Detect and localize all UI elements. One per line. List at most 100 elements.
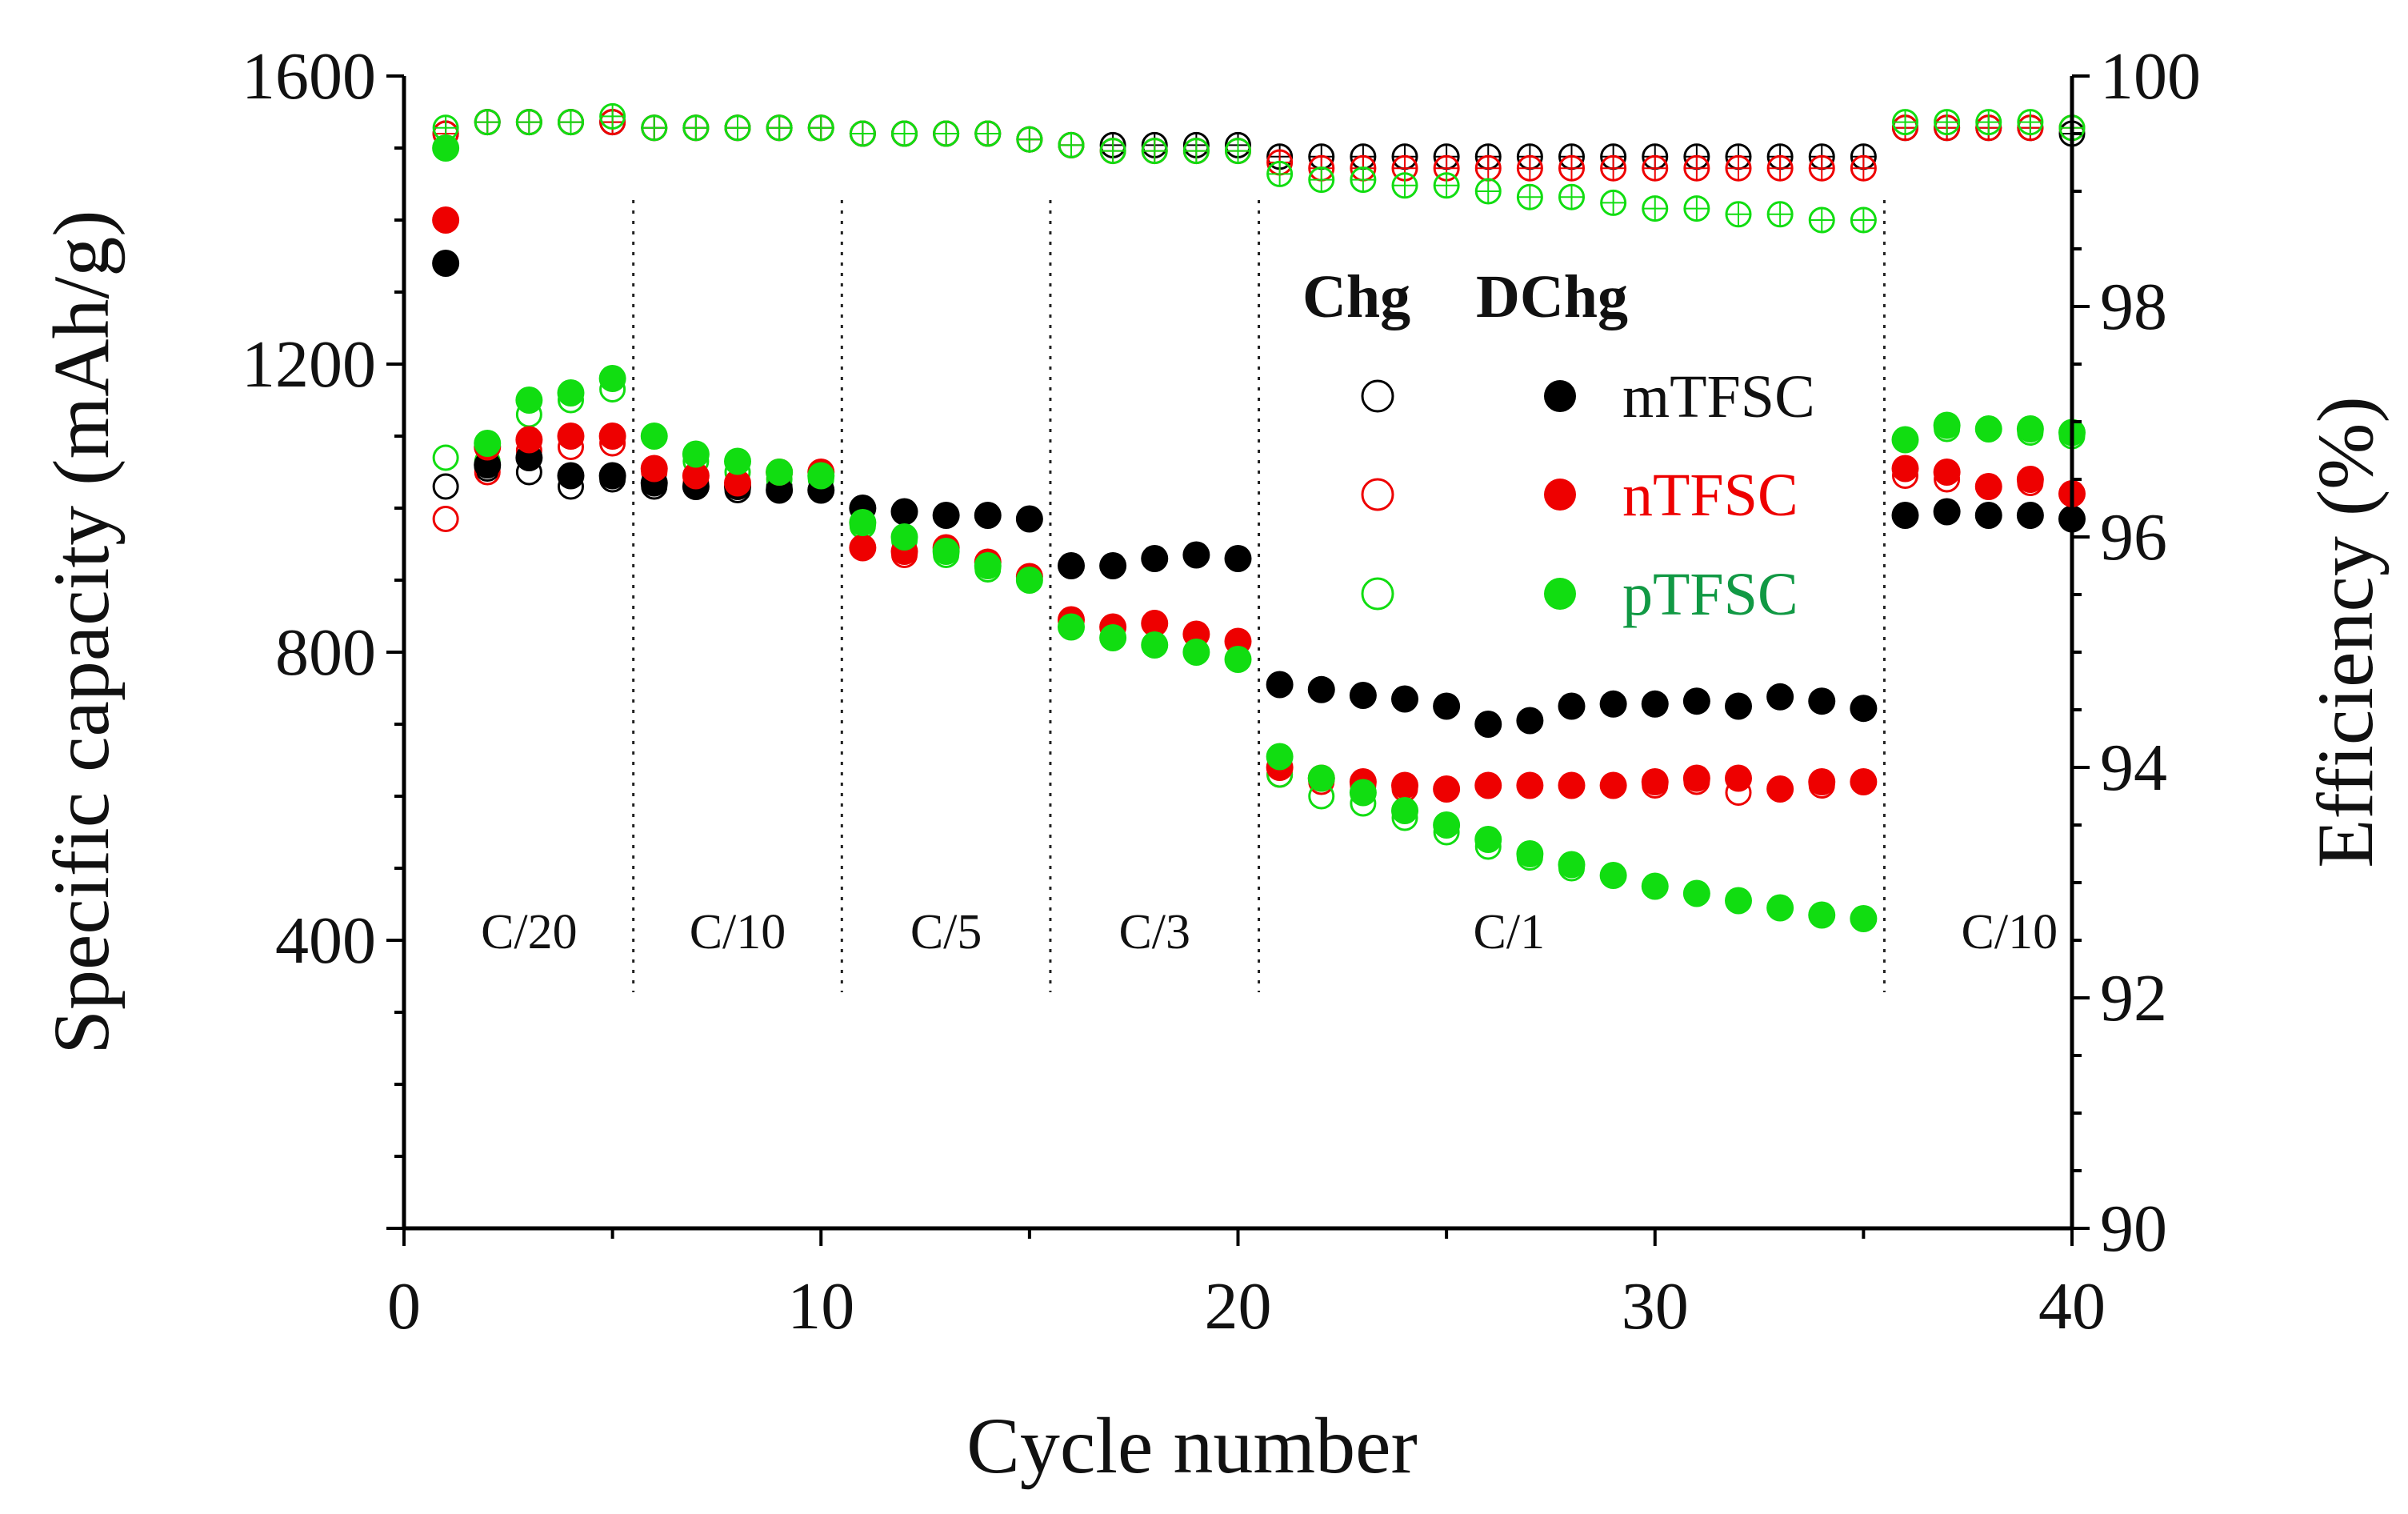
discharge-point xyxy=(1224,545,1252,572)
discharge-point xyxy=(598,462,626,490)
discharge-point xyxy=(1141,610,1169,637)
rate-label: C/1 xyxy=(1474,905,1546,959)
discharge-point xyxy=(1766,775,1794,803)
discharge-point xyxy=(1349,779,1377,807)
y-right-tick-label: 94 xyxy=(2100,731,2167,805)
discharge-point xyxy=(1933,498,1961,526)
discharge-point xyxy=(1850,695,1878,723)
discharge-point xyxy=(432,134,460,162)
discharge-point xyxy=(724,447,751,475)
discharge-point xyxy=(432,206,460,234)
discharge-point xyxy=(1599,690,1627,718)
x-tick-label: 0 xyxy=(387,1269,421,1344)
discharge-point xyxy=(1099,624,1127,651)
discharge-point xyxy=(2016,415,2044,443)
legend-header-discharge: DChg xyxy=(1476,263,1628,330)
efficiency-point xyxy=(474,109,501,136)
charge-point xyxy=(432,444,459,471)
discharge-point xyxy=(682,440,710,468)
efficiency-point xyxy=(2017,109,2044,136)
legend-marker-discharge xyxy=(1544,578,1576,610)
discharge-point xyxy=(1474,771,1502,799)
discharge-point xyxy=(1808,687,1836,715)
discharge-point xyxy=(766,459,794,486)
discharge-point xyxy=(1725,692,1752,720)
discharge-point xyxy=(724,469,751,497)
legend-label: pTFSC xyxy=(1622,561,1798,628)
discharge-point xyxy=(1433,775,1461,803)
discharge-point xyxy=(1058,552,1085,579)
discharge-point xyxy=(432,250,460,277)
discharge-point xyxy=(682,462,710,490)
y-left-tick-label: 1600 xyxy=(242,39,376,114)
discharge-point xyxy=(2016,466,2044,493)
discharge-point xyxy=(2016,502,2044,529)
y-right-tick-label: 100 xyxy=(2100,39,2201,114)
discharge-point xyxy=(974,502,1002,529)
discharge-point xyxy=(1391,771,1418,799)
discharge-point xyxy=(932,538,960,565)
efficiency-point xyxy=(1099,138,1126,165)
efficiency-point xyxy=(1350,166,1377,194)
rate-label: C/10 xyxy=(1962,905,2058,959)
efficiency-point xyxy=(1141,138,1168,165)
discharge-point xyxy=(1516,707,1544,735)
discharge-point xyxy=(1182,639,1210,666)
efficiency-point xyxy=(1433,172,1460,199)
efficiency-point xyxy=(1516,154,1543,182)
discharge-point xyxy=(1474,826,1502,853)
efficiency-point xyxy=(1600,154,1627,182)
legend: Chg DChg mTFSC nTFSC pTFSC xyxy=(1302,263,1815,628)
y-left-tick-label: 800 xyxy=(275,615,376,690)
efficiency-point xyxy=(766,114,793,142)
efficiency-point xyxy=(1683,195,1710,222)
efficiency-point xyxy=(1558,154,1585,182)
y-right-tick-label: 90 xyxy=(2100,1192,2167,1266)
y-left-tick-label: 400 xyxy=(275,903,376,978)
axis-ticks: 0 10 20 30 40 400 800 1200 1600 90 92 94 96 98 100 xyxy=(242,39,2201,1344)
discharge-point xyxy=(1307,675,1335,703)
efficiency-point xyxy=(1642,154,1669,182)
x-tick-label: 40 xyxy=(2038,1269,2106,1344)
discharge-point xyxy=(1516,771,1544,799)
discharge-point xyxy=(1599,862,1627,889)
discharge-point xyxy=(1682,879,1710,907)
discharge-point xyxy=(1682,687,1710,715)
discharge-point xyxy=(1641,872,1669,900)
efficiency-point xyxy=(1391,172,1418,199)
discharge-point xyxy=(1808,901,1836,929)
legend-marker-charge xyxy=(1361,577,1394,611)
discharge-point xyxy=(890,523,918,551)
legend-label: nTFSC xyxy=(1622,462,1798,529)
discharge-point xyxy=(1933,459,1961,486)
rate-label: C/20 xyxy=(481,905,578,959)
discharge-point xyxy=(1725,887,1752,915)
discharge-point xyxy=(557,462,585,490)
discharge-point xyxy=(1558,851,1586,879)
discharge-point xyxy=(1974,473,2002,500)
discharge-point xyxy=(849,534,877,562)
discharge-point xyxy=(1766,683,1794,711)
capacity-markers xyxy=(432,134,2086,932)
efficiency-point xyxy=(1725,154,1752,182)
efficiency-point xyxy=(1558,183,1585,210)
discharge-point xyxy=(557,423,585,450)
rate-label: C/3 xyxy=(1118,905,1190,959)
rate-label: C/10 xyxy=(690,905,786,959)
efficiency-point xyxy=(1975,109,2002,136)
efficiency-point xyxy=(599,102,626,130)
efficiency-point xyxy=(1182,138,1210,165)
efficiency-point xyxy=(1516,183,1543,210)
discharge-point xyxy=(1182,541,1210,569)
discharge-point xyxy=(1641,768,1669,795)
discharge-point xyxy=(515,387,543,414)
efficiency-point xyxy=(641,114,668,142)
x-tick-label: 30 xyxy=(1622,1269,1689,1344)
y-right-tick-label: 96 xyxy=(2100,500,2167,575)
efficiency-point xyxy=(1474,178,1502,205)
discharge-point xyxy=(974,552,1002,579)
y-right-tick-label: 92 xyxy=(2100,961,2167,1035)
discharge-point xyxy=(474,430,502,457)
efficiency-point xyxy=(1642,195,1669,222)
